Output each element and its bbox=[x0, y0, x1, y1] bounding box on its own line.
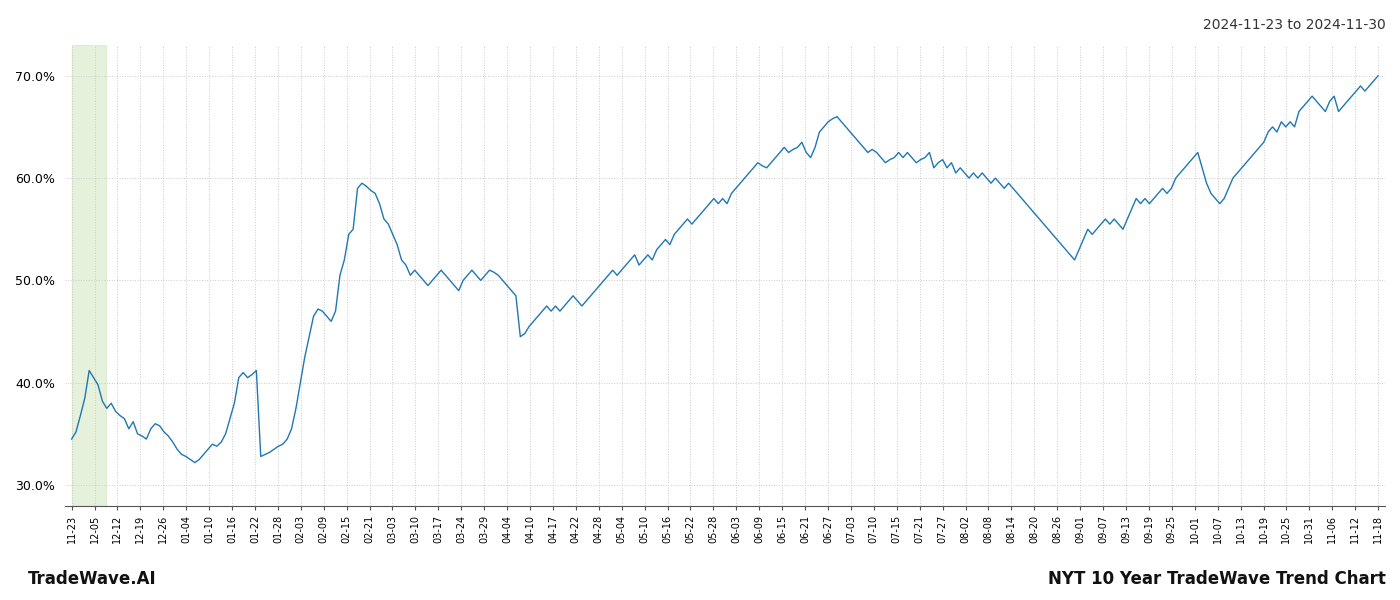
Text: 2024-11-23 to 2024-11-30: 2024-11-23 to 2024-11-30 bbox=[1203, 18, 1386, 32]
Bar bbox=[71, 45, 106, 506]
Text: NYT 10 Year TradeWave Trend Chart: NYT 10 Year TradeWave Trend Chart bbox=[1049, 570, 1386, 588]
Text: TradeWave.AI: TradeWave.AI bbox=[28, 570, 157, 588]
